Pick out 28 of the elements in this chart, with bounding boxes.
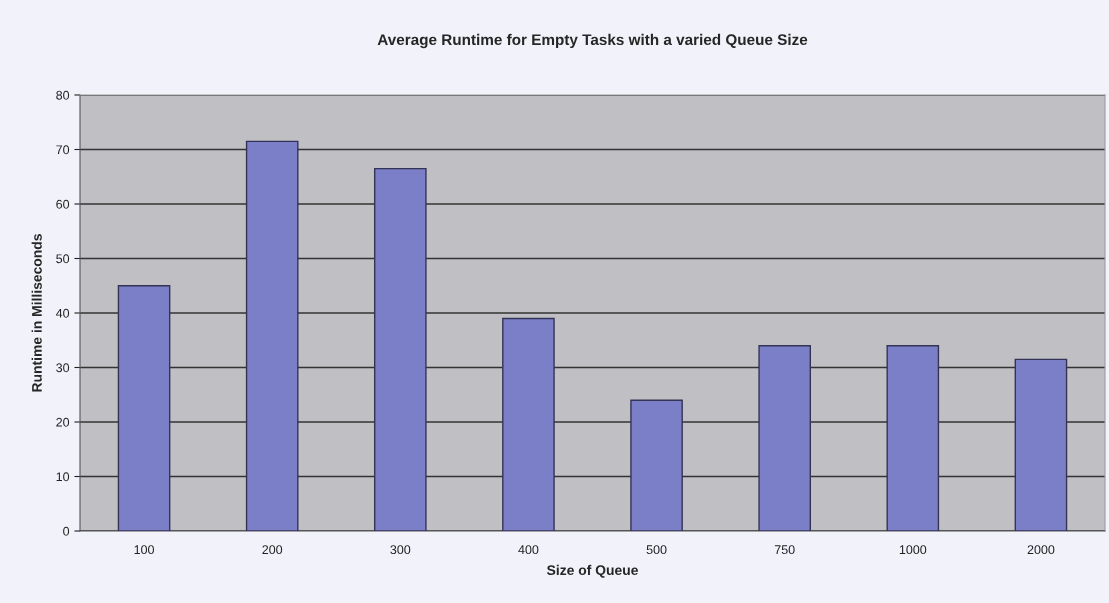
y-tick-label: 80 <box>56 90 70 100</box>
bar <box>758 345 812 531</box>
x-axis-title: Size of Queue <box>546 564 638 578</box>
x-tick-label: 500 <box>646 545 667 555</box>
bar <box>1014 358 1068 531</box>
bar <box>373 167 427 531</box>
bar <box>886 345 940 531</box>
y-axis-title: Runtime in Milliseconds <box>31 234 42 392</box>
x-tick-label: 750 <box>774 545 795 555</box>
bar <box>630 399 683 531</box>
chart-title: Average Runtime for Empty Tasks with a varied Queue Size <box>377 33 808 49</box>
y-tick-label: 0 <box>63 526 70 536</box>
x-tick-label: 100 <box>134 545 154 555</box>
y-tick-label: 60 <box>56 199 70 209</box>
y-tick-label: 40 <box>55 308 70 318</box>
bar <box>245 140 299 531</box>
y-tick-label: 10 <box>56 472 70 482</box>
y-tick-label: 30 <box>56 363 70 373</box>
y-tick-label: 70 <box>56 145 70 155</box>
x-tick-label: 300 <box>390 545 411 555</box>
x-tick-label: 400 <box>518 545 539 555</box>
bar <box>117 285 171 531</box>
x-tick-label: 1000 <box>899 545 927 555</box>
x-tick-label: 2000 <box>1027 545 1055 555</box>
y-tick-label: 50 <box>56 254 70 264</box>
x-tick-label: 200 <box>262 545 283 555</box>
bar <box>502 317 555 531</box>
y-tick-label: 20 <box>56 417 70 427</box>
